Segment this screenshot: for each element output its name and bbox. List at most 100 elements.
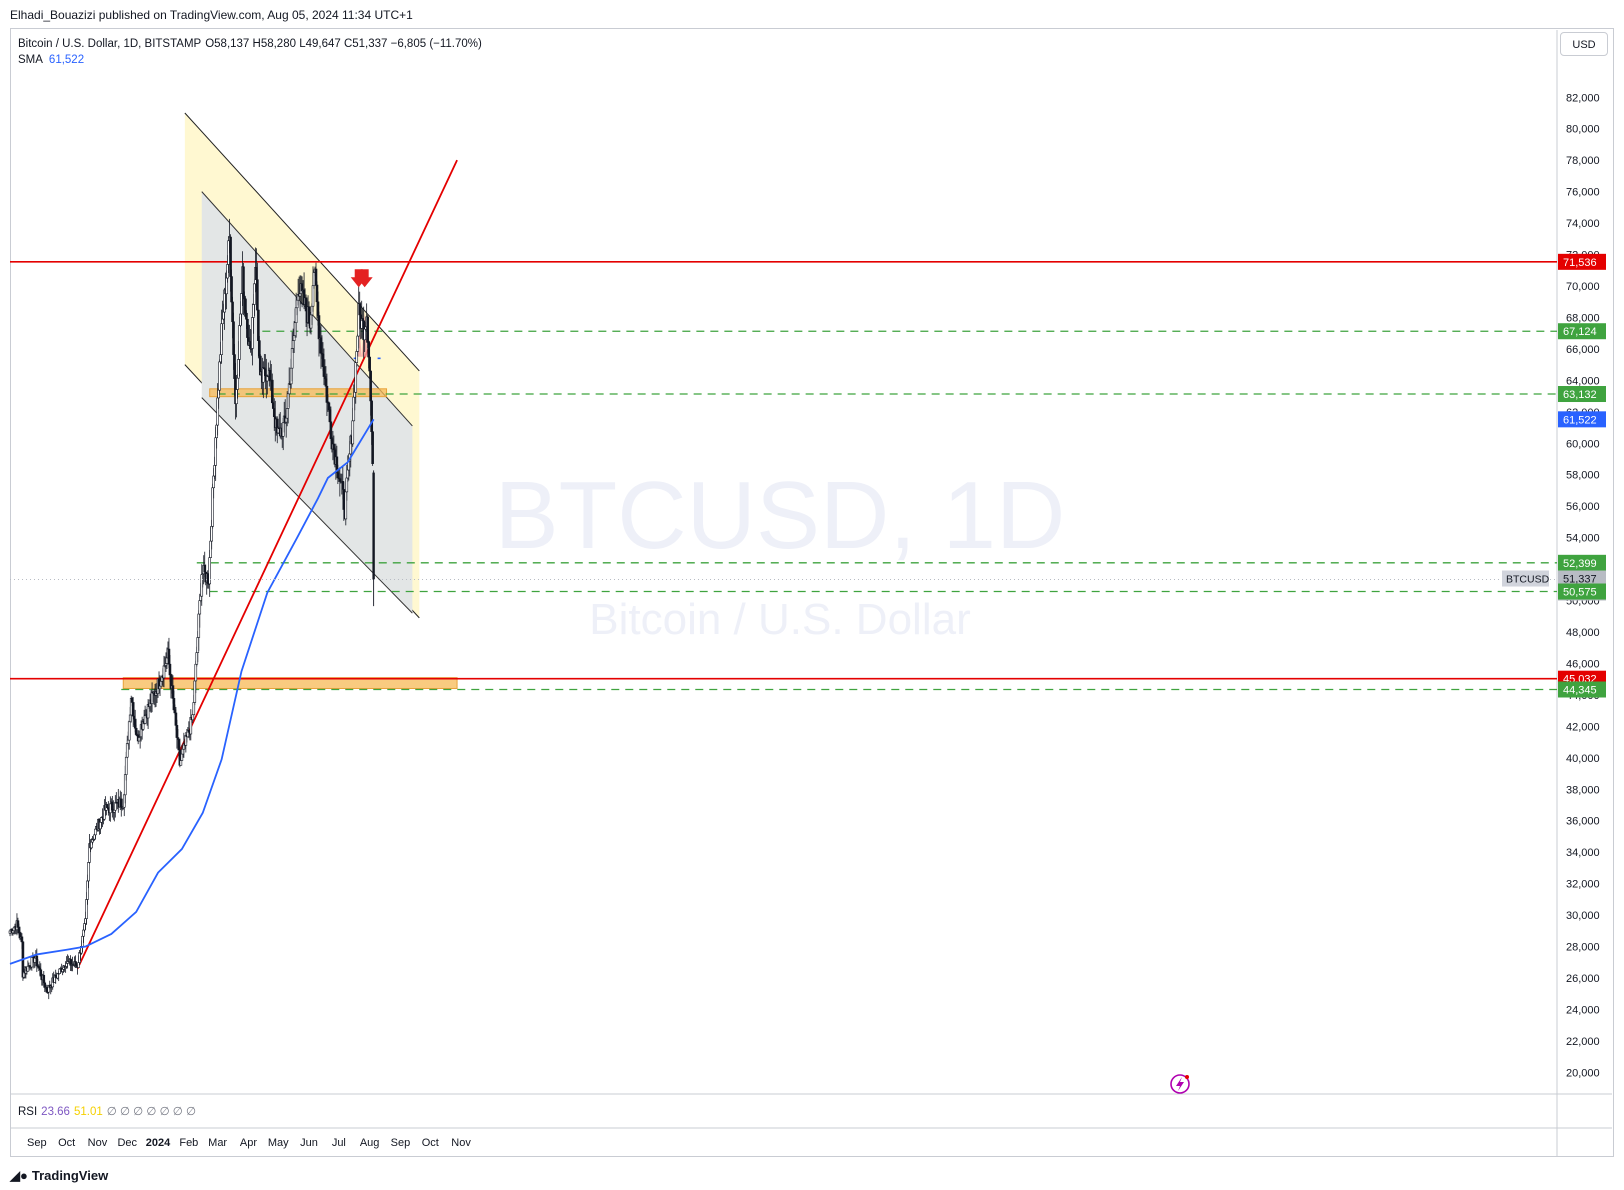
candle [114, 802, 117, 811]
price-tick-label: 28,000 [1566, 942, 1600, 954]
symbol-tag: BTCUSD [1506, 574, 1550, 586]
support-zone-0 [122, 677, 458, 689]
time-tick-label: Mar [208, 1137, 227, 1149]
price-label: 71,536 [1563, 257, 1597, 269]
watermark-symbol: BTCUSD, 1D [495, 462, 1066, 569]
tradingview-logo[interactable]: ◢● TradingView [10, 1168, 108, 1184]
price-tick-label: 48,000 [1566, 627, 1600, 639]
candles-layer [8, 218, 375, 1000]
candle [124, 756, 128, 775]
price-tick-label: 46,000 [1566, 658, 1600, 670]
candle [162, 665, 166, 679]
time-tick-label: Sep [27, 1137, 47, 1149]
price-tick-label: 60,000 [1566, 438, 1600, 450]
brand-name: TradingView [31, 1168, 109, 1183]
candle [119, 798, 123, 808]
symbol-title[interactable]: Bitcoin / U.S. Dollar, 1D, BITSTAMP [18, 38, 202, 50]
rsi-label[interactable]: RSI [18, 1106, 38, 1118]
price-label: 67,124 [1563, 326, 1597, 338]
support-zone-1 [209, 388, 388, 398]
price-tick-label: 54,000 [1566, 533, 1600, 545]
candle [245, 312, 248, 320]
price-tick-label: 58,000 [1566, 470, 1600, 482]
publisher-header: Elhadi_Bouazizi published on TradingView… [10, 8, 413, 22]
price-tick-label: 68,000 [1566, 312, 1600, 324]
rsi-legend: RSI 23.66 51.01 ∅ ∅ ∅ ∅ ∅ ∅ ∅ [18, 1104, 196, 1118]
candle [366, 316, 369, 343]
rsi-empty-values: ∅ ∅ ∅ ∅ ∅ ∅ ∅ [106, 1106, 197, 1118]
watermark-description: Bitcoin / U.S. Dollar [589, 595, 970, 644]
candle [258, 340, 261, 357]
sma-line [9, 418, 375, 965]
price-tick-label: 56,000 [1566, 501, 1600, 513]
arrow-down-marker-1 [356, 269, 373, 288]
price-label: 63,132 [1563, 389, 1597, 401]
candle [127, 721, 131, 741]
price-label-bg [1558, 386, 1606, 403]
time-tick-label: Nov [451, 1137, 471, 1149]
sma-value: 61,522 [48, 54, 85, 66]
candle [371, 431, 374, 464]
currency-button[interactable]: USD [1560, 32, 1608, 56]
price-tick-label: 66,000 [1566, 344, 1600, 356]
time-tick-label: Sep [391, 1137, 411, 1149]
price-tick-label: 70,000 [1566, 281, 1600, 293]
chart-legend: Bitcoin / U.S. Dollar, 1D, BITSTAMP O58,1… [18, 36, 482, 68]
candle [87, 862, 90, 882]
price-label-bg [1558, 253, 1606, 270]
price-tick-label: 82,000 [1566, 92, 1600, 104]
last-candle [372, 472, 375, 580]
candle [256, 279, 259, 311]
price-tick-label: 78,000 [1566, 155, 1600, 167]
time-tick-label: Feb [179, 1137, 198, 1149]
candle [354, 362, 358, 393]
candle [218, 361, 221, 391]
time-tick-label: Aug [360, 1137, 380, 1149]
sma-layer [9, 418, 375, 965]
price-tick-label: 30,000 [1566, 910, 1600, 922]
chart-frame [10, 28, 1614, 1157]
overlay-layer [10, 269, 1557, 581]
candle [194, 663, 198, 682]
price-label-bg [1558, 411, 1606, 428]
price-tick-label: 64,000 [1566, 375, 1600, 387]
candle [168, 663, 172, 676]
price-tick-label: 22,000 [1566, 1036, 1600, 1048]
candle [329, 421, 333, 439]
price-tick-label: 80,000 [1566, 124, 1600, 136]
price-tick-label: 40,000 [1566, 753, 1600, 765]
price-tick-label: 24,000 [1566, 1004, 1600, 1016]
candle [198, 600, 202, 615]
price-tick-label: 34,000 [1566, 847, 1600, 859]
inner-channel-lower [201, 397, 413, 614]
price-label: 44,345 [1563, 684, 1597, 696]
axis-layer: 20,000 22,000 24,000 26,000 28,000 30,000 32,0… [27, 92, 1606, 1149]
candle [238, 325, 241, 360]
price-label-bg [1558, 554, 1606, 571]
sma-label[interactable]: SMA [18, 54, 43, 66]
tv-logo-icon: ◢● [10, 1168, 28, 1183]
price-tick-label: 76,000 [1566, 187, 1600, 199]
rsi-value: 23.66 [41, 1106, 70, 1118]
price-label: 51,337 [1563, 574, 1597, 586]
time-tick-label: May [268, 1137, 289, 1149]
time-tick-label: Jul [332, 1137, 346, 1149]
background-layer [10, 30, 1612, 1156]
candle [236, 377, 239, 390]
symbol-tag-bg [1502, 570, 1549, 587]
candle [43, 982, 47, 988]
time-tick-label: Apr [240, 1137, 257, 1149]
price-label: 52,399 [1563, 558, 1597, 570]
price-tick-label: 74,000 [1566, 218, 1600, 230]
candle [368, 356, 371, 372]
time-tick-label: Oct [422, 1137, 439, 1149]
price-tick-label: 36,000 [1566, 816, 1600, 828]
time-tick-label: Oct [58, 1137, 75, 1149]
lightning-icon[interactable] [1170, 1074, 1190, 1094]
price-label: 50,575 [1563, 587, 1597, 599]
rising-trendline [76, 159, 458, 969]
price-label-bg [1558, 681, 1606, 698]
time-tick-label: 2024 [146, 1137, 171, 1149]
time-tick-label: Dec [117, 1137, 137, 1149]
